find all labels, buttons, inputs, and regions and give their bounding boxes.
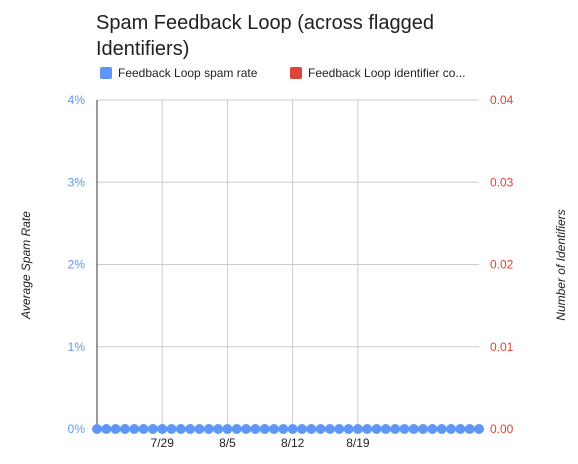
data-point: [306, 424, 317, 434]
data-point: [129, 424, 140, 434]
data-point: [315, 424, 326, 434]
x-tick-label: 8/19: [346, 436, 370, 450]
data-point: [278, 424, 289, 434]
data-point: [166, 424, 177, 434]
x-tick-label: 8/5: [219, 436, 236, 450]
y-right-tick-label: 0.03: [490, 175, 514, 189]
x-tick-label: 8/12: [281, 436, 305, 450]
data-point: [138, 424, 149, 434]
data-point: [446, 424, 457, 434]
x-tick-label: 7/29: [151, 436, 175, 450]
data-point: [92, 424, 102, 434]
data-point: [399, 424, 410, 434]
data-point: [464, 424, 475, 434]
data-point: [157, 424, 168, 434]
data-point: [474, 424, 484, 434]
legend-label-identifier-count: Feedback Loop identifier co...: [308, 66, 466, 80]
data-point: [371, 424, 382, 434]
data-point: [390, 424, 401, 434]
data-point: [324, 424, 335, 434]
y-left-tick-label: 1%: [68, 340, 86, 354]
data-point: [362, 424, 373, 434]
data-point: [427, 424, 438, 434]
data-point: [455, 424, 466, 434]
legend-swatch-spam-rate: [100, 67, 112, 79]
data-point: [352, 424, 363, 434]
data-point: [250, 424, 261, 434]
y-left-tick-label: 2%: [68, 258, 86, 272]
y-left-tick-label: 4%: [68, 93, 86, 107]
data-point: [259, 424, 270, 434]
data-point: [269, 424, 280, 434]
data-point: [213, 424, 224, 434]
y-right-tick-label: 0.04: [490, 93, 514, 107]
y-right-tick-label: 0.01: [490, 340, 514, 354]
data-point: [436, 424, 447, 434]
data-point: [101, 424, 112, 434]
y-right-tick-label: 0.02: [490, 258, 514, 272]
data-point: [185, 424, 196, 434]
legend-label-spam-rate: Feedback Loop spam rate: [118, 66, 258, 80]
y-left-tick-label: 3%: [68, 175, 86, 189]
data-point: [119, 424, 130, 434]
data-point: [334, 424, 345, 434]
data-point: [418, 424, 429, 434]
data-point: [380, 424, 391, 434]
chart-title: Spam Feedback Loop (across flagged Ident…: [96, 12, 434, 60]
data-point: [231, 424, 242, 434]
data-point: [175, 424, 186, 434]
data-point: [241, 424, 252, 434]
data-point: [194, 424, 205, 434]
y-left-tick-label: 0%: [68, 422, 86, 436]
data-point: [110, 424, 121, 434]
legend-swatch-identifier-count: [290, 67, 302, 79]
data-point: [203, 424, 214, 434]
data-point: [408, 424, 419, 434]
data-point: [222, 424, 233, 434]
data-point: [287, 424, 298, 434]
y-right-tick-label: 0.00: [490, 422, 514, 436]
data-point: [296, 424, 307, 434]
data-point: [147, 424, 158, 434]
data-point: [343, 424, 354, 434]
